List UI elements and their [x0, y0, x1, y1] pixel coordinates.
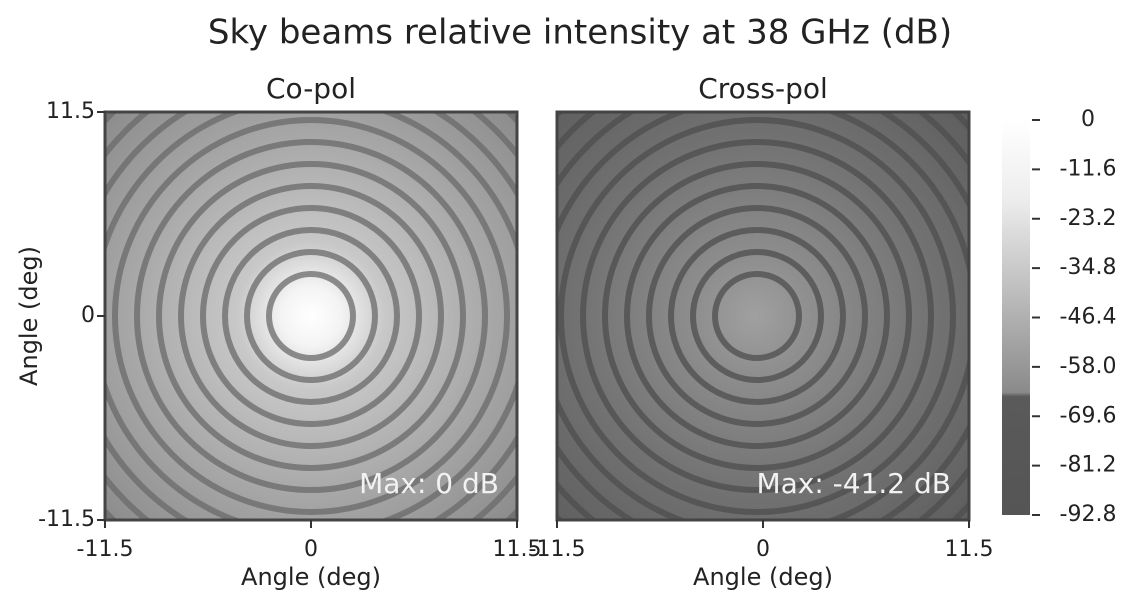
colorbar-tick-label: -69.6 — [1060, 403, 1117, 428]
colorbar-tick-label: -92.8 — [1060, 502, 1117, 527]
x-axis-label: Angle (deg) — [693, 563, 833, 591]
heatmap-field — [105, 112, 517, 520]
y-axis-label: Angle (deg) — [15, 246, 43, 386]
y-tick-label: -11.5 — [38, 507, 95, 532]
colorbar-tick-label: -46.4 — [1060, 305, 1117, 330]
colorbar-tick-label: 0 — [1081, 107, 1095, 132]
sidelobe-ring — [266, 271, 356, 361]
sidelobe-ring — [668, 227, 846, 405]
sidelobe-ring — [156, 161, 466, 471]
x-tick-label: 11.5 — [945, 537, 994, 562]
colorbar-tick-label: -34.8 — [1060, 255, 1117, 280]
sidelobe-ring — [646, 205, 868, 427]
sidelobe-ring — [134, 139, 488, 493]
colorbar — [1002, 120, 1030, 515]
sidelobe-ring — [624, 183, 890, 449]
sidelobe-ring — [602, 161, 912, 471]
sidelobe-ring — [580, 139, 934, 493]
sidelobe-ring — [178, 183, 444, 449]
heatmap — [105, 112, 517, 520]
colorbar-tick-label: -23.2 — [1060, 206, 1117, 231]
sidelobe-ring — [244, 249, 378, 383]
heatmap — [557, 112, 969, 520]
annotation: Max: 0 dB — [359, 467, 499, 500]
x-tick-label: 0 — [756, 537, 770, 562]
colorbar-tick-label: -81.2 — [1060, 453, 1117, 478]
subplot-title: Cross-pol — [698, 72, 828, 105]
x-axis-label: Angle (deg) — [241, 563, 381, 591]
chart-title: Sky beams relative intensity at 38 GHz (… — [208, 13, 952, 53]
sidelobe-ring — [558, 117, 956, 515]
y-tick-label: 11.5 — [46, 99, 95, 124]
sidelobe-ring — [200, 205, 422, 427]
x-tick-label: -11.5 — [529, 537, 586, 562]
x-tick-label: -11.5 — [77, 537, 134, 562]
y-tick-label: 0 — [81, 303, 95, 328]
sidelobe-ring — [112, 117, 510, 515]
sidelobe-ring — [712, 271, 802, 361]
sidelobe-ring — [690, 249, 824, 383]
colorbar-tick-label: -58.0 — [1060, 354, 1117, 379]
subplot-title: Co-pol — [266, 72, 356, 105]
x-tick-label: 11.5 — [493, 537, 542, 562]
annotation: Max: -41.2 dB — [756, 467, 951, 500]
colorbar-tick-label: -11.6 — [1060, 156, 1117, 181]
x-tick-label: 0 — [304, 537, 318, 562]
sidelobe-ring — [222, 227, 400, 405]
